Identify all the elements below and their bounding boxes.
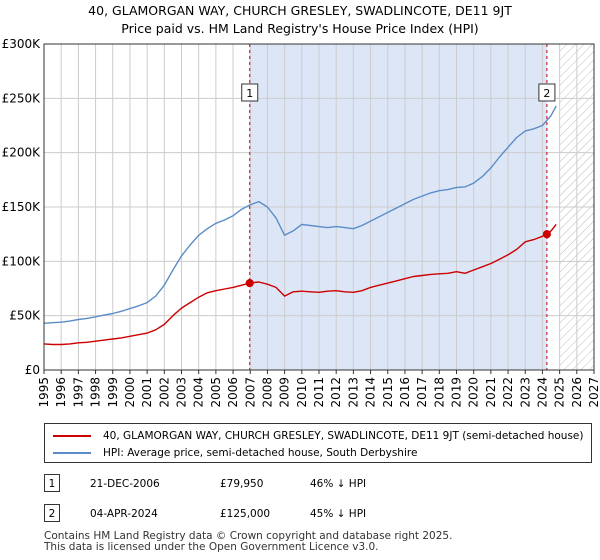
x-tick-label: 2002 [157,377,171,408]
chart-title: 40, GLAMORGAN WAY, CHURCH GRESLEY, SWADL… [88,3,512,18]
y-tick-label: £200K [2,146,42,160]
sale-label: 2 [543,87,550,100]
x-tick-label: 2010 [295,377,309,408]
sale-date: 21-DEC-2006 [90,478,160,490]
x-tick-label: 2000 [123,377,137,408]
x-tick-label: 2018 [432,377,446,408]
series-line-property [43,223,557,346]
x-tick-label: 2027 [587,377,600,408]
footer: Contains HM Land Registry data © Crown c… [44,531,452,553]
x-tick-label: 2009 [278,377,292,408]
footer-copyright: Contains HM Land Registry data © Crown c… [44,530,453,542]
sale-label-box [241,83,259,102]
sale-hpi-diff: 45% ↓ HPI [310,508,367,520]
x-tick-label: 2011 [312,377,326,408]
y-tick-label: £250K [2,91,42,105]
sale-number: 2 [44,504,60,522]
legend-item-property: 40, GLAMORGAN WAY, CHURCH GRESLEY, SWADL… [53,427,584,445]
y-tick-label: £50K [9,309,41,323]
sale-point [542,230,552,239]
chart-subtitle: Price paid vs. HM Land Registry's House … [121,21,479,36]
sale-price: £125,000 [220,508,271,520]
x-tick-label: 1997 [71,377,85,408]
y-tick-label: £100K [2,254,42,268]
chart-legend: 40, GLAMORGAN WAY, CHURCH GRESLEY, SWADL… [44,423,592,463]
x-tick-label: 2019 [450,377,464,408]
x-tick-label: 1999 [106,377,120,408]
x-tick-label: 2022 [501,377,515,408]
x-tick-label: 2021 [484,377,498,408]
x-tick-label: 2020 [467,377,481,408]
x-tick-label: 2025 [553,377,567,408]
x-tick-label: 2004 [192,377,206,408]
y-tick-label: £300K [2,37,42,51]
x-tick-label: 2014 [364,377,378,408]
x-tick-label: 2024 [535,377,549,408]
x-tick-label: 2007 [243,377,257,408]
x-tick-label: 2008 [260,377,274,408]
sale-number: 1 [44,474,60,492]
sale-label-box [538,83,556,102]
y-tick-label: £150K [2,200,42,214]
x-tick-label: 2023 [518,377,532,408]
sale-hpi-diff: 46% ↓ HPI [310,478,367,490]
x-tick-label: 1998 [89,377,103,408]
x-tick-label: 2001 [140,377,154,408]
x-tick-label: 2016 [398,377,412,408]
legend-swatch-red [53,435,91,437]
legend-label-hpi: HPI: Average price, semi-detached house,… [103,447,418,459]
legend-item-hpi: HPI: Average price, semi-detached house,… [53,444,417,462]
x-tick-label: 2006 [226,377,240,408]
x-tick-label: 2015 [381,377,395,408]
series-line-hpi [43,105,557,324]
x-tick-label: 2017 [415,377,429,408]
x-tick-label: 2012 [329,377,343,408]
legend-swatch-blue [53,452,91,454]
sale-point [245,279,254,288]
x-tick-label: 2003 [175,377,189,408]
plot-border [43,43,595,371]
y-tick-label: £0 [25,363,40,377]
x-tick-label: 1995 [37,377,51,408]
x-tick-label: 1996 [54,377,68,408]
x-tick-label: 2013 [346,377,360,408]
x-tick-label: 2026 [570,377,584,408]
legend-label-property: 40, GLAMORGAN WAY, CHURCH GRESLEY, SWADL… [103,430,584,442]
sale-date: 04-APR-2024 [90,508,158,520]
sale-label: 1 [246,87,253,100]
footer-licence: This data is licensed under the Open Gov… [44,541,379,553]
x-tick-label: 2005 [209,377,223,408]
sale-price: £79,950 [220,478,264,490]
